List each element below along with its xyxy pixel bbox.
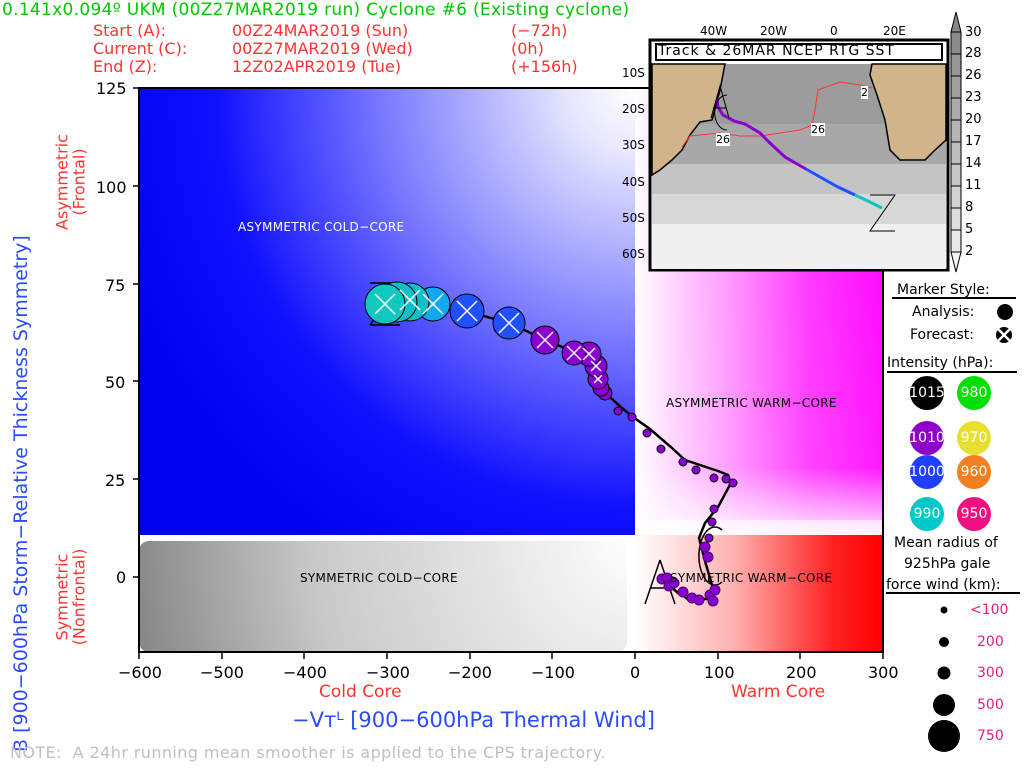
- lat-10s: 10S: [622, 66, 645, 80]
- radius-title-1: Mean radius of: [894, 535, 998, 551]
- forecast-cross-marks: [374, 289, 603, 384]
- ytick-125: 125: [96, 79, 127, 98]
- xtick-neg100: −100: [531, 663, 575, 682]
- contour-label-2: 2: [861, 86, 868, 99]
- region-asymmetric-warm-core: ASYMMETRIC WARM−CORE: [666, 396, 837, 410]
- intensity-1015: 1015: [909, 376, 945, 410]
- radius-750: 750: [977, 728, 1004, 744]
- ytick-25: 25: [105, 471, 126, 490]
- xtick-0: 0: [630, 663, 641, 682]
- africa-land: [869, 63, 947, 161]
- current-label: Current (C):: [93, 39, 188, 58]
- xtick-neg600: −600: [118, 663, 162, 682]
- xtick-neg400: −400: [283, 663, 327, 682]
- intensity-960: 960: [957, 455, 991, 489]
- cbar-28: 28: [965, 46, 982, 61]
- intensity-1000: 1000: [909, 455, 945, 489]
- intensity-1010: 1010: [909, 421, 945, 455]
- cbar-8: 8: [965, 200, 974, 215]
- radius-500: 500: [977, 697, 1004, 713]
- intensity-990: 990: [910, 497, 944, 531]
- lon-20w: 20W: [760, 24, 788, 38]
- cold-core-label: Cold Core: [319, 682, 402, 702]
- cbar-5: 5: [965, 222, 974, 237]
- intensity-980: 980: [957, 376, 991, 410]
- ytick-75: 75: [105, 276, 126, 295]
- xtick-neg200: −200: [448, 663, 492, 682]
- lon-40w: 40W: [700, 24, 728, 38]
- radius-title-3: force wind (km):: [886, 577, 1001, 593]
- inset-title-box: [655, 43, 943, 61]
- lat-60s: 60S: [622, 247, 645, 261]
- lon-0: 0: [830, 24, 838, 38]
- xtick-100: 100: [704, 663, 735, 682]
- current-marker-c: [698, 526, 723, 586]
- lat-50s: 50S: [622, 211, 645, 225]
- radius-300: 300: [977, 665, 1004, 681]
- current-time: 00Z27MAR2019 (Wed): [232, 39, 413, 58]
- start-offset: (−72h): [511, 21, 568, 40]
- forecast-small-points: [613, 406, 738, 543]
- contour-label-26-b: 26: [811, 123, 825, 136]
- ytick-100: 100: [96, 178, 127, 197]
- region-symmetric-warm-core: SYMMETRIC WARM−CORE: [670, 571, 833, 585]
- lon-20e: 20E: [883, 24, 906, 38]
- cbar-17: 17: [965, 134, 982, 149]
- xtick-neg300: −300: [366, 663, 410, 682]
- inset-title: Track & 26MAR NCEP RTG SST: [658, 43, 895, 59]
- cbar-20: 20: [965, 112, 982, 127]
- cbar-30: 30: [965, 25, 982, 40]
- xtick-300: 300: [868, 663, 899, 682]
- chart-title: 0.141x0.094º UKM (00Z27MAR2019 run) Cycl…: [2, 0, 630, 20]
- region-asymmetric-cold-core: ASYMMETRIC COLD−CORE: [238, 220, 405, 234]
- legend-analysis: Analysis:: [912, 304, 975, 320]
- x-axis-title: −Vᴛᴸ [900−600hPa Thermal Wind]: [292, 708, 655, 732]
- cbar-23: 23: [965, 90, 982, 105]
- cbar-2: 2: [965, 244, 974, 259]
- xtick-neg500: −500: [200, 663, 244, 682]
- contour-label-26-a: 26: [716, 133, 730, 146]
- start-label: Start (A):: [93, 21, 166, 40]
- radius-title-2: 925hPa gale: [904, 556, 991, 572]
- symmetric-cold-region: [139, 541, 627, 652]
- legend-marker-style: Marker Style:: [897, 282, 990, 298]
- lat-40s: 40S: [622, 175, 645, 189]
- radius-lt100: <100: [970, 602, 1009, 618]
- south-america-land: [651, 63, 726, 177]
- end-label: End (Z):: [93, 57, 158, 76]
- analysis-points: [656, 541, 721, 607]
- cbar-11: 11: [965, 178, 982, 193]
- end-time: 12Z02APR2019 (Tue): [232, 57, 402, 76]
- legend-forecast: Forecast:: [910, 327, 974, 343]
- cbar-14: 14: [965, 156, 982, 171]
- region-symmetric-cold-core: SYMMETRIC COLD−CORE: [300, 571, 458, 585]
- legend-intensity-title: Intensity (hPa):: [887, 355, 994, 371]
- symmetric-warm-region: [635, 535, 883, 652]
- end-offset: (+156h): [511, 57, 578, 76]
- lat-30s: 30S: [622, 138, 645, 152]
- intensity-970: 970: [957, 421, 991, 455]
- current-offset: (0h): [511, 39, 544, 58]
- start-time: 00Z24MAR2019 (Sun): [232, 21, 409, 40]
- radius-200: 200: [977, 634, 1004, 650]
- ytick-0: 0: [116, 568, 127, 587]
- cbar-26: 26: [965, 68, 982, 83]
- lat-20s: 20S: [622, 102, 645, 116]
- smoother-note: NOTE: A 24hr running mean smoother is ap…: [10, 743, 606, 762]
- intensity-950: 950: [957, 497, 991, 531]
- ytick-50: 50: [105, 373, 126, 392]
- xtick-200: 200: [786, 663, 817, 682]
- warm-core-label: Warm Core: [731, 682, 826, 702]
